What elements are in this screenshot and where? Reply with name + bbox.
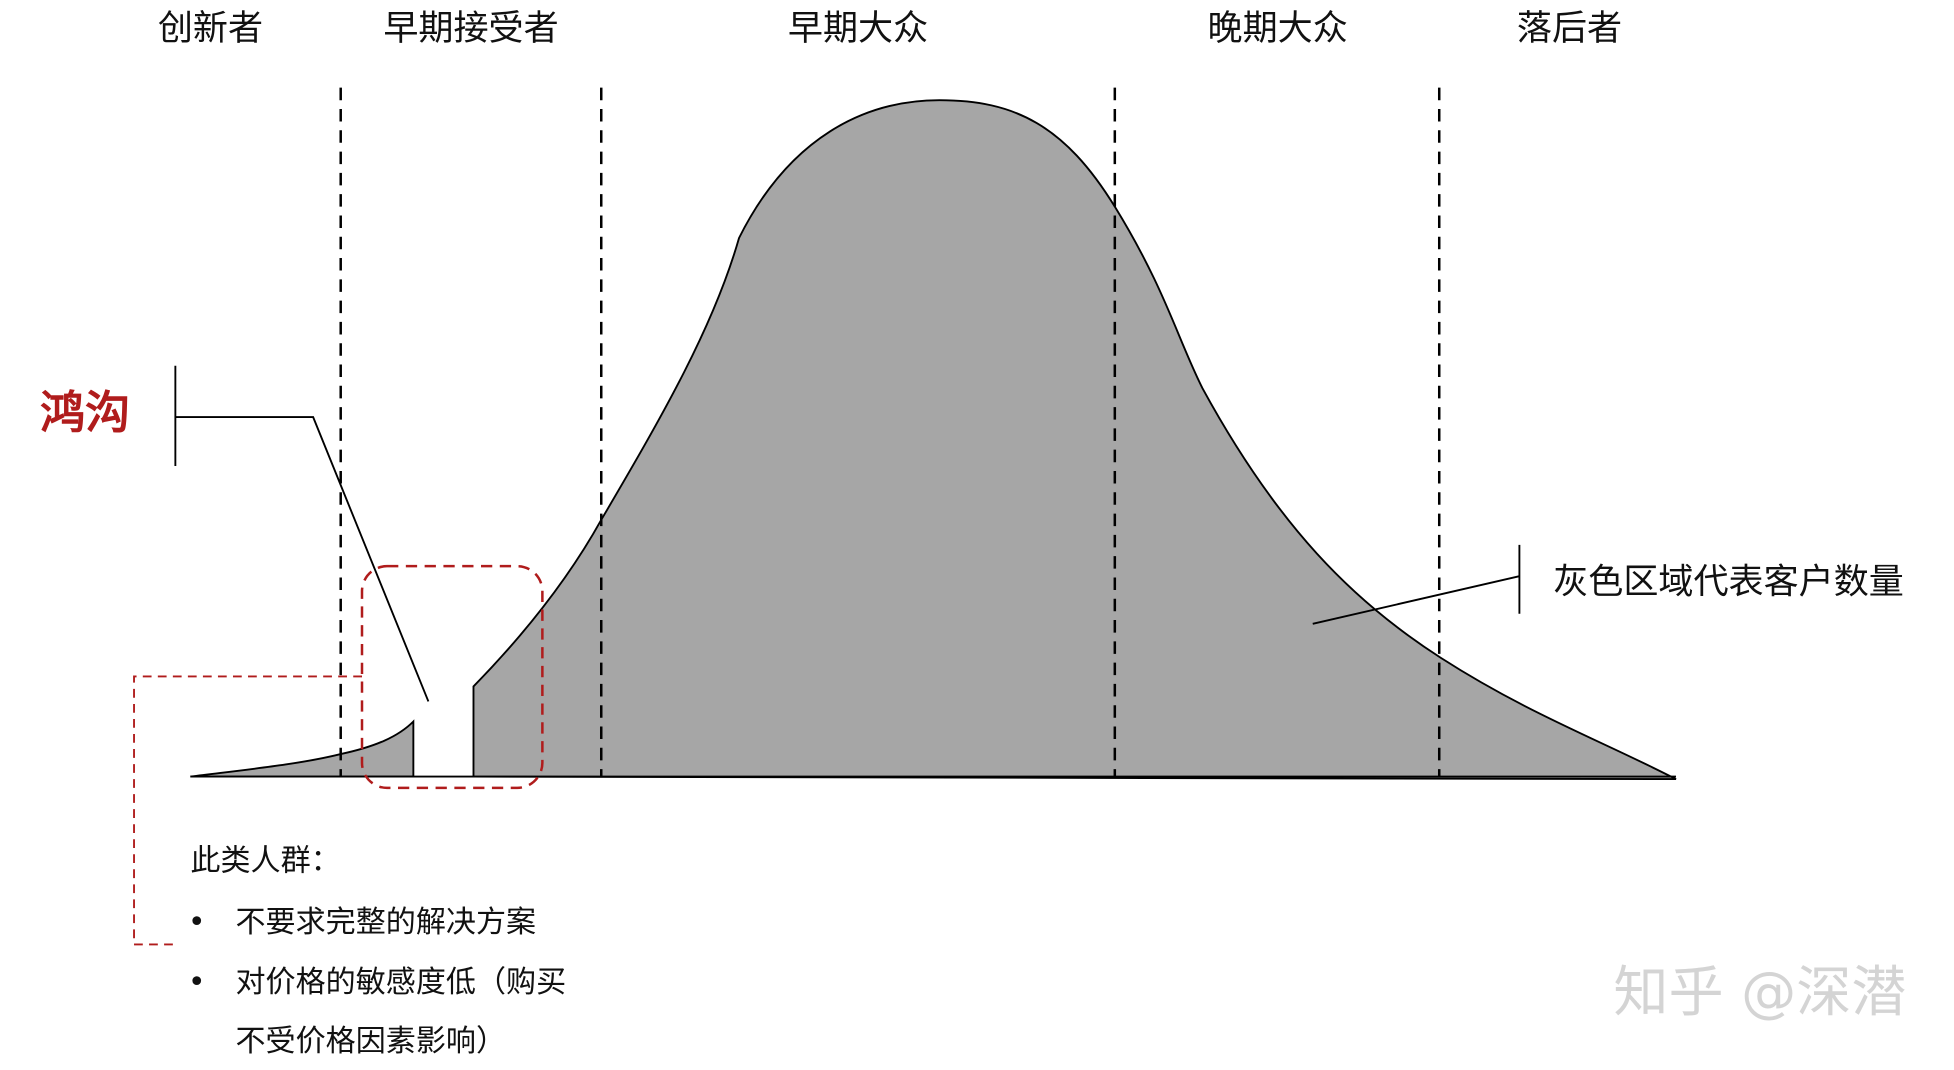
chasm-box — [360, 564, 544, 790]
adoption-curve-main — [472, 99, 1677, 781]
segment-label: 创新者 — [158, 8, 263, 49]
segment-label: 早期接受者 — [383, 8, 558, 49]
annotation: 灰色区域代表客户数量 — [1553, 562, 1904, 603]
note-item: 对价格的敏感度低（购买不受价格因素影响） — [235, 964, 567, 1059]
chasm-pointer — [175, 416, 430, 702]
adoption-curve-left — [190, 719, 415, 778]
segment-label: 早期大众 — [788, 8, 928, 49]
segment-label: 晚期大众 — [1208, 8, 1348, 49]
note-item: 不要求完整的解决方案 — [235, 904, 537, 940]
chasm-connector — [133, 675, 363, 946]
segment-label: 落后者 — [1517, 8, 1622, 49]
chasm-label: 鸿沟 — [40, 386, 130, 439]
watermark: 知乎 @深潜 — [1613, 960, 1906, 1024]
annotation-pointer — [1312, 575, 1520, 625]
note-title: 此类人群： — [190, 842, 341, 879]
bullet: • — [187, 904, 206, 940]
bullet: • — [187, 964, 206, 1000]
